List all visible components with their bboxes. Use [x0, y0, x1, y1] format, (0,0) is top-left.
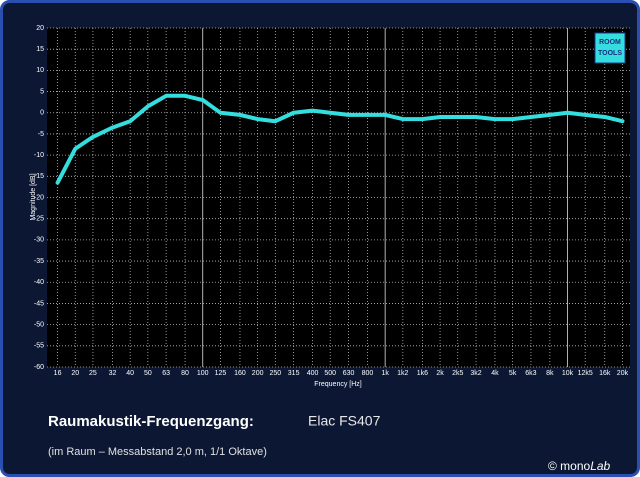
y-tick-label: -30 — [34, 237, 44, 244]
x-tick-label: 2k5 — [452, 370, 463, 377]
x-tick-label: 16 — [54, 370, 62, 377]
credit: © monoLab — [548, 459, 611, 473]
x-tick-label: 32 — [109, 370, 117, 377]
x-tick-label: 8k — [546, 370, 554, 377]
y-tick-label: -35 — [34, 258, 44, 265]
chart-title: Raumakustik-Frequenzgang: — [48, 413, 254, 430]
logo-text: ROOM — [599, 39, 621, 46]
x-tick-label: 1k2 — [397, 370, 408, 377]
x-tick-label: 1k — [381, 370, 389, 377]
x-tick-label: 1k6 — [417, 370, 428, 377]
chart-subtitle: (im Raum – Messabstand 2,0 m, 1/1 Oktave… — [48, 446, 267, 458]
y-tick-label: 5 — [40, 88, 44, 95]
x-tick-label: 160 — [234, 370, 246, 377]
y-tick-label: -20 — [34, 194, 44, 201]
x-tick-label: 500 — [324, 370, 336, 377]
x-tick-label: 20k — [617, 370, 629, 377]
y-tick-label: -40 — [34, 279, 44, 286]
x-tick-label: 40 — [126, 370, 134, 377]
x-tick-label: 800 — [362, 370, 374, 377]
x-tick-label: 4k — [491, 370, 499, 377]
x-tick-label: 20 — [71, 370, 79, 377]
x-tick-label: 63 — [162, 370, 170, 377]
logo — [594, 32, 626, 64]
x-axis-label: Frequency [Hz] — [314, 381, 362, 388]
y-tick-label: 0 — [40, 110, 44, 117]
y-tick-label: 20 — [36, 25, 44, 32]
x-tick-label: 315 — [288, 370, 300, 377]
y-axis-label: Magnitude [dB] — [30, 173, 37, 220]
y-tick-label: 10 — [36, 67, 44, 74]
x-tick-label: 80 — [181, 370, 189, 377]
y-tick-label: -15 — [34, 173, 44, 180]
chart-title-model: Elac FS407 — [308, 413, 381, 429]
data-line — [55, 93, 625, 185]
x-tick-label: 250 — [269, 370, 281, 377]
x-tick-label: 16k — [599, 370, 611, 377]
y-tick-label: -5 — [38, 131, 44, 138]
y-tick-label: -10 — [34, 152, 44, 159]
x-tick-label: 2k — [436, 370, 444, 377]
credit-prefix: © mono — [548, 459, 591, 473]
y-tick-label: -50 — [34, 321, 44, 328]
x-tick-label: 5k — [509, 370, 517, 377]
x-tick-label: 200 — [252, 370, 264, 377]
x-tick-label: 50 — [144, 370, 152, 377]
x-tick-label: 3k2 — [470, 370, 481, 377]
x-tick-label: 125 — [215, 370, 227, 377]
x-tick-label: 100 — [197, 370, 209, 377]
x-tick-label: 25 — [89, 370, 97, 377]
credit-italic: Lab — [590, 459, 610, 473]
y-tick-label: -45 — [34, 300, 44, 307]
y-tick-label: -60 — [34, 364, 44, 371]
x-tick-label: 12k5 — [578, 370, 593, 377]
y-tick-label: 15 — [36, 46, 44, 53]
y-tick-label: -55 — [34, 343, 44, 350]
y-tick-label: -25 — [34, 216, 44, 223]
logo-text: TOOLS — [598, 50, 622, 57]
x-tick-label: 400 — [307, 370, 319, 377]
x-tick-label: 10k — [562, 370, 574, 377]
x-tick-label: 630 — [343, 370, 355, 377]
x-tick-label: 6k3 — [525, 370, 536, 377]
